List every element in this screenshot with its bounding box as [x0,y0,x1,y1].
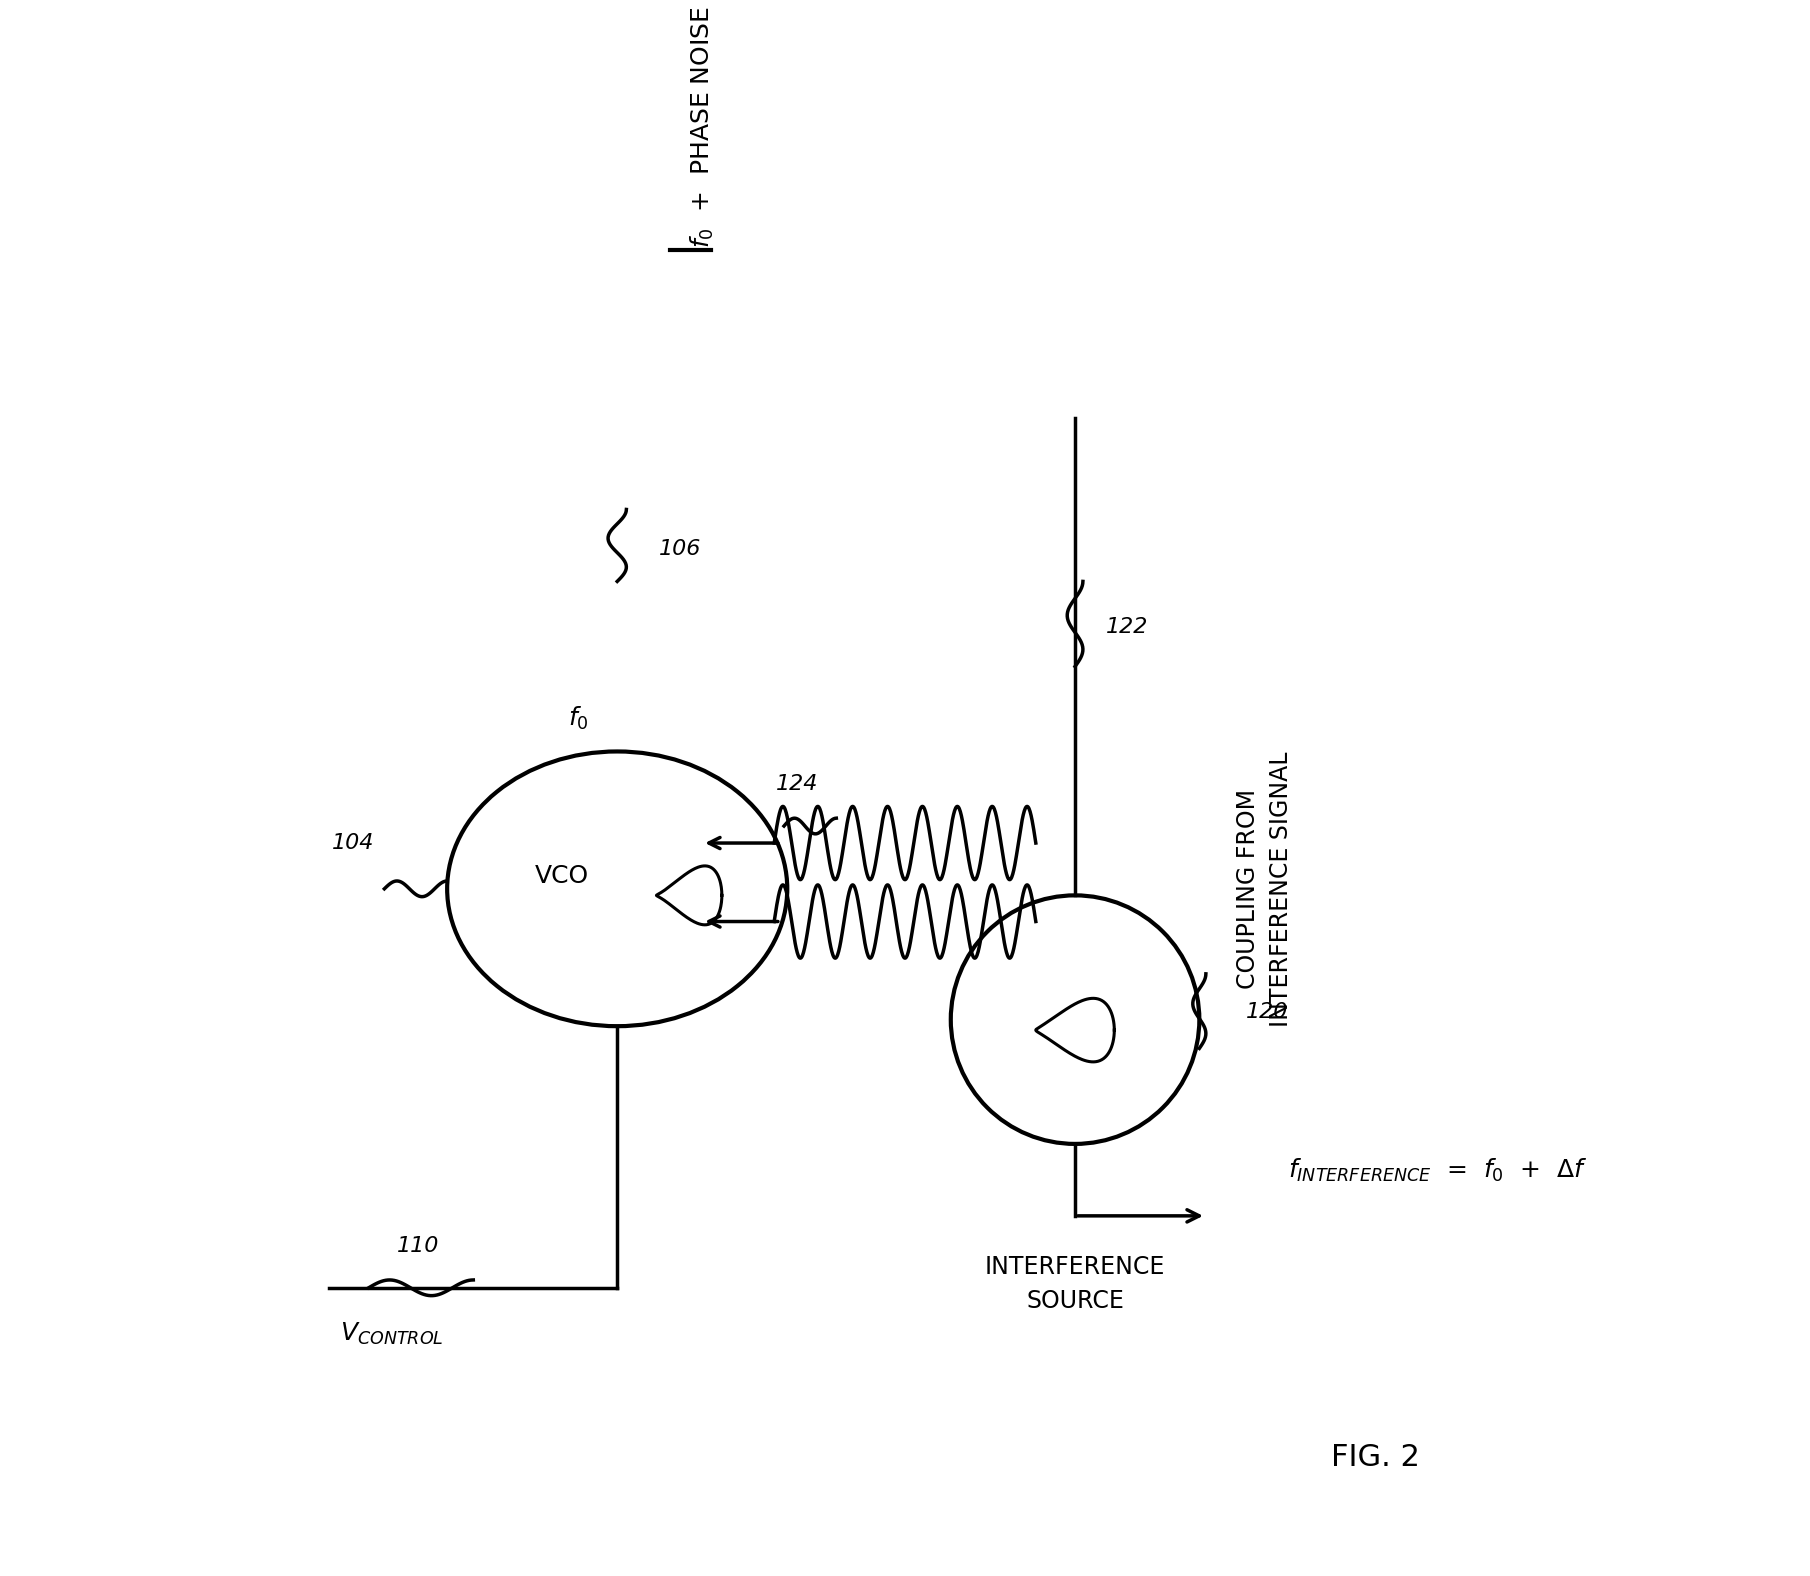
Text: $f_{INTERFERENCE}$  =  $f_0$  +  $\Delta f$: $f_{INTERFERENCE}$ = $f_0$ + $\Delta f$ [1289,1157,1587,1184]
Text: 106: 106 [659,539,700,559]
Text: VCO: VCO [536,864,590,887]
Text: 110: 110 [396,1236,440,1256]
Text: 122: 122 [1106,618,1149,637]
Text: $f_0$: $f_0$ [568,704,588,733]
Text: 104: 104 [331,834,375,853]
Text: INTERFERENCE
SOURCE: INTERFERENCE SOURCE [985,1254,1166,1313]
Text: 124: 124 [776,774,818,794]
Text: 120: 120 [1245,1002,1289,1021]
Text: COUPLING FROM
INTERFERENCE SIGNAL: COUPLING FROM INTERFERENCE SIGNAL [1236,752,1294,1026]
Text: FIG. 2: FIG. 2 [1332,1444,1421,1472]
Text: $f_0$  +  PHASE NOISE: $f_0$ + PHASE NOISE [690,6,717,247]
Text: $V_{CONTROL}$: $V_{CONTROL}$ [340,1321,443,1346]
